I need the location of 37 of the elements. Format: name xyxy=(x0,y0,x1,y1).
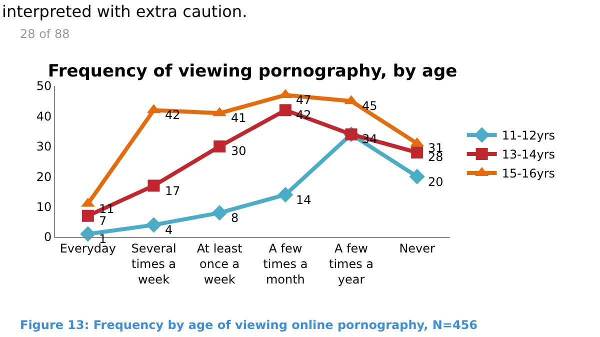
data-label: 7 xyxy=(99,214,107,228)
point xyxy=(212,205,228,221)
caption: Figure 13: Frequency by age of viewing online pornography, N=456 xyxy=(20,318,478,332)
legend-label: 13-14yrs xyxy=(502,148,556,162)
point xyxy=(411,146,424,158)
data-label: 45 xyxy=(362,99,378,113)
x-tick-label: Never xyxy=(399,241,436,256)
point xyxy=(148,180,160,192)
data-label: 17 xyxy=(165,184,180,198)
x-tick-label: A few times a month xyxy=(263,241,308,287)
point xyxy=(409,168,425,184)
y-tick-label: 0 xyxy=(44,230,52,244)
y-tick-label: 10 xyxy=(36,200,52,214)
point xyxy=(146,217,162,233)
y-tick-label: 50 xyxy=(36,79,52,94)
point xyxy=(279,104,292,116)
legend-label: 11-12yrs xyxy=(502,128,556,143)
x-tick-label: A few times a year xyxy=(328,241,374,287)
data-label: 41 xyxy=(231,111,246,125)
point xyxy=(214,140,226,152)
data-label: 4 xyxy=(165,223,173,237)
y-tick-label: 20 xyxy=(36,170,52,184)
data-label: 14 xyxy=(296,193,312,207)
data-label: 30 xyxy=(231,144,246,158)
chart-title: Frequency of viewing pornography, by age xyxy=(48,62,458,82)
point xyxy=(80,226,96,242)
x-tick-label: At least once a week xyxy=(196,241,243,287)
text: interpreted with extra caution. xyxy=(2,2,248,21)
data-label: 20 xyxy=(428,175,444,189)
legend-label: 15-16yrs xyxy=(502,166,556,181)
text: 28 of 88 xyxy=(20,27,70,41)
point xyxy=(278,186,294,203)
x-tick-label: Several times a week xyxy=(131,241,176,287)
y-tick-label: 30 xyxy=(36,140,52,154)
data-label: 8 xyxy=(231,211,239,225)
point xyxy=(82,210,94,222)
y-tick-label: 40 xyxy=(36,109,52,124)
